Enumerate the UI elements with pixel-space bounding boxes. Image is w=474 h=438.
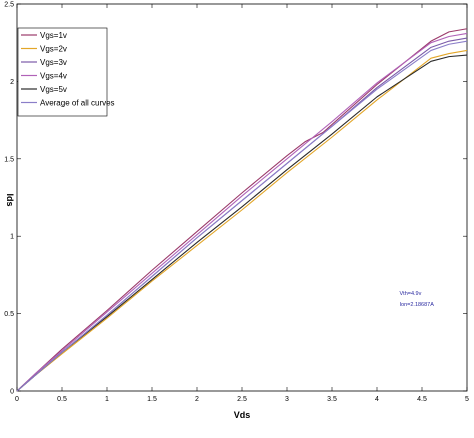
x-tick-label: 2.5: [237, 396, 247, 403]
x-tick-label: 5: [465, 396, 469, 403]
x-tick-label: 1.5: [147, 396, 157, 403]
annotation-text: Vth=4.9v: [400, 291, 422, 297]
y-tick-label: 1: [10, 234, 14, 241]
x-tick-label: 0: [15, 396, 19, 403]
y-tick-label: 1.5: [4, 156, 14, 163]
legend-label: Average of all curves: [40, 99, 115, 108]
legend-box: [17, 27, 108, 117]
series-line-2: [16, 49, 468, 392]
x-tick-label: 3: [285, 396, 289, 403]
x-axis-title: Vds: [234, 410, 251, 420]
x-tick-label: 0.5: [57, 396, 67, 403]
y-tick-label: 2.5: [4, 2, 14, 9]
series-line-6: [16, 40, 468, 392]
legend-label: Vgs=1v: [40, 31, 67, 40]
legend: Vgs=1v Vgs=2v Vgs=3v Vgs=4v Vgs=5v Average of…: [17, 27, 115, 117]
annotations: Vth=4.9v Ion=2.18687A: [400, 291, 435, 308]
series-line-1: [16, 28, 468, 392]
series-layer: [16, 28, 468, 392]
y-tick-label: 0: [10, 389, 14, 396]
x-tick-label: 1: [105, 396, 109, 403]
legend-label: Vgs=3v: [40, 58, 67, 67]
x-tick-label: 4: [375, 396, 379, 403]
series-line-4: [16, 32, 468, 392]
y-tick-label: 2: [10, 79, 14, 86]
x-tick-label: 4.5: [417, 396, 427, 403]
x-tick-label: 3.5: [327, 396, 337, 403]
legend-label: Vgs=4v: [40, 72, 67, 81]
legend-label: Vgs=5v: [40, 85, 67, 94]
axis-ticks: 0 0.5 1 1.5 2 2.5 3 3.5 4 4.5 5 0 0.5 1 1.5 2 2.5: [4, 2, 469, 404]
y-axis-title: Ids: [5, 193, 15, 206]
annotation-text: Ion=2.18687A: [400, 302, 435, 308]
legend-label: Vgs=2v: [40, 45, 67, 54]
y-tick-label: 0.5: [4, 311, 14, 318]
x-tick-label: 2: [195, 396, 199, 403]
